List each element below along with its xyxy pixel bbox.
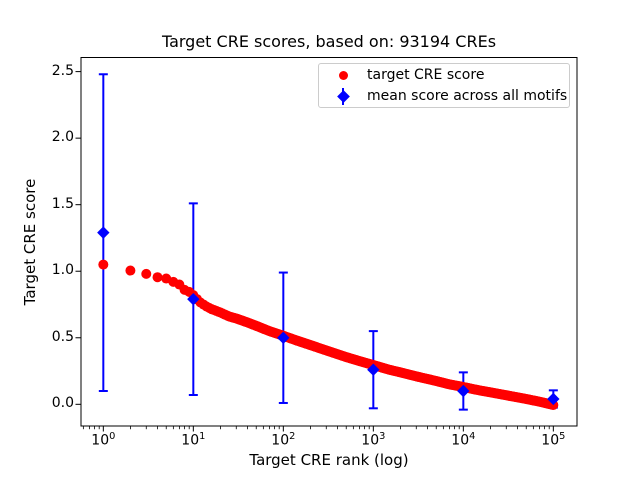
mean-score-diamond	[547, 392, 560, 406]
y-tick-label-1.5: 1.5	[51, 195, 74, 212]
y-tick-label-1.0: 1.0	[51, 262, 74, 279]
legend-entry-target: target CRE score	[319, 65, 569, 86]
legend-entry-mean: mean score across all motifs	[319, 86, 569, 107]
legend-mean-marker-cell	[319, 86, 367, 107]
target-score-series	[98, 259, 559, 410]
legend-target-label: target CRE score	[367, 67, 485, 83]
target-score-point	[152, 272, 163, 283]
x-tick-label-10e1: 101	[181, 431, 206, 449]
y-tick-label-2.0: 2.0	[51, 129, 74, 146]
x-tick-label-10e5: 105	[541, 431, 566, 449]
x-tick-label-10e4: 104	[451, 431, 476, 449]
blue-diamond-icon	[336, 89, 350, 103]
target-score-point	[141, 268, 152, 279]
mean-score-diamond	[457, 384, 470, 398]
y-tick-label-2.5: 2.5	[51, 62, 74, 79]
mean-score-diamond	[277, 331, 290, 344]
mean-errorbars	[98, 73, 558, 411]
legend-target-marker-cell	[319, 65, 367, 86]
x-tick-label-10e2: 102	[271, 431, 296, 449]
red-dot-icon	[338, 70, 348, 80]
x-tick-label-10e3: 103	[361, 431, 386, 449]
mean-score-diamond	[367, 363, 380, 376]
chart-title: Target CRE scores, based on: 93194 CREs	[161, 32, 497, 51]
legend: target CRE score mean score across all m…	[318, 63, 570, 108]
y-tick-label-0.5: 0.5	[51, 328, 74, 345]
plot-frame	[80, 57, 578, 427]
mean-score-diamond	[97, 226, 110, 239]
axis-ticks	[75, 71, 554, 432]
mean-score-diamond	[187, 292, 200, 306]
x-tick-label-10e0: 100	[91, 431, 116, 449]
y-tick-label-0.0: 0.0	[51, 395, 74, 412]
x-axis-label: Target CRE rank (log)	[249, 451, 409, 469]
mean-score-series	[97, 226, 560, 406]
target-score-point	[98, 259, 109, 270]
target-score-point	[125, 265, 136, 276]
legend-mean-label: mean score across all motifs	[367, 88, 568, 104]
